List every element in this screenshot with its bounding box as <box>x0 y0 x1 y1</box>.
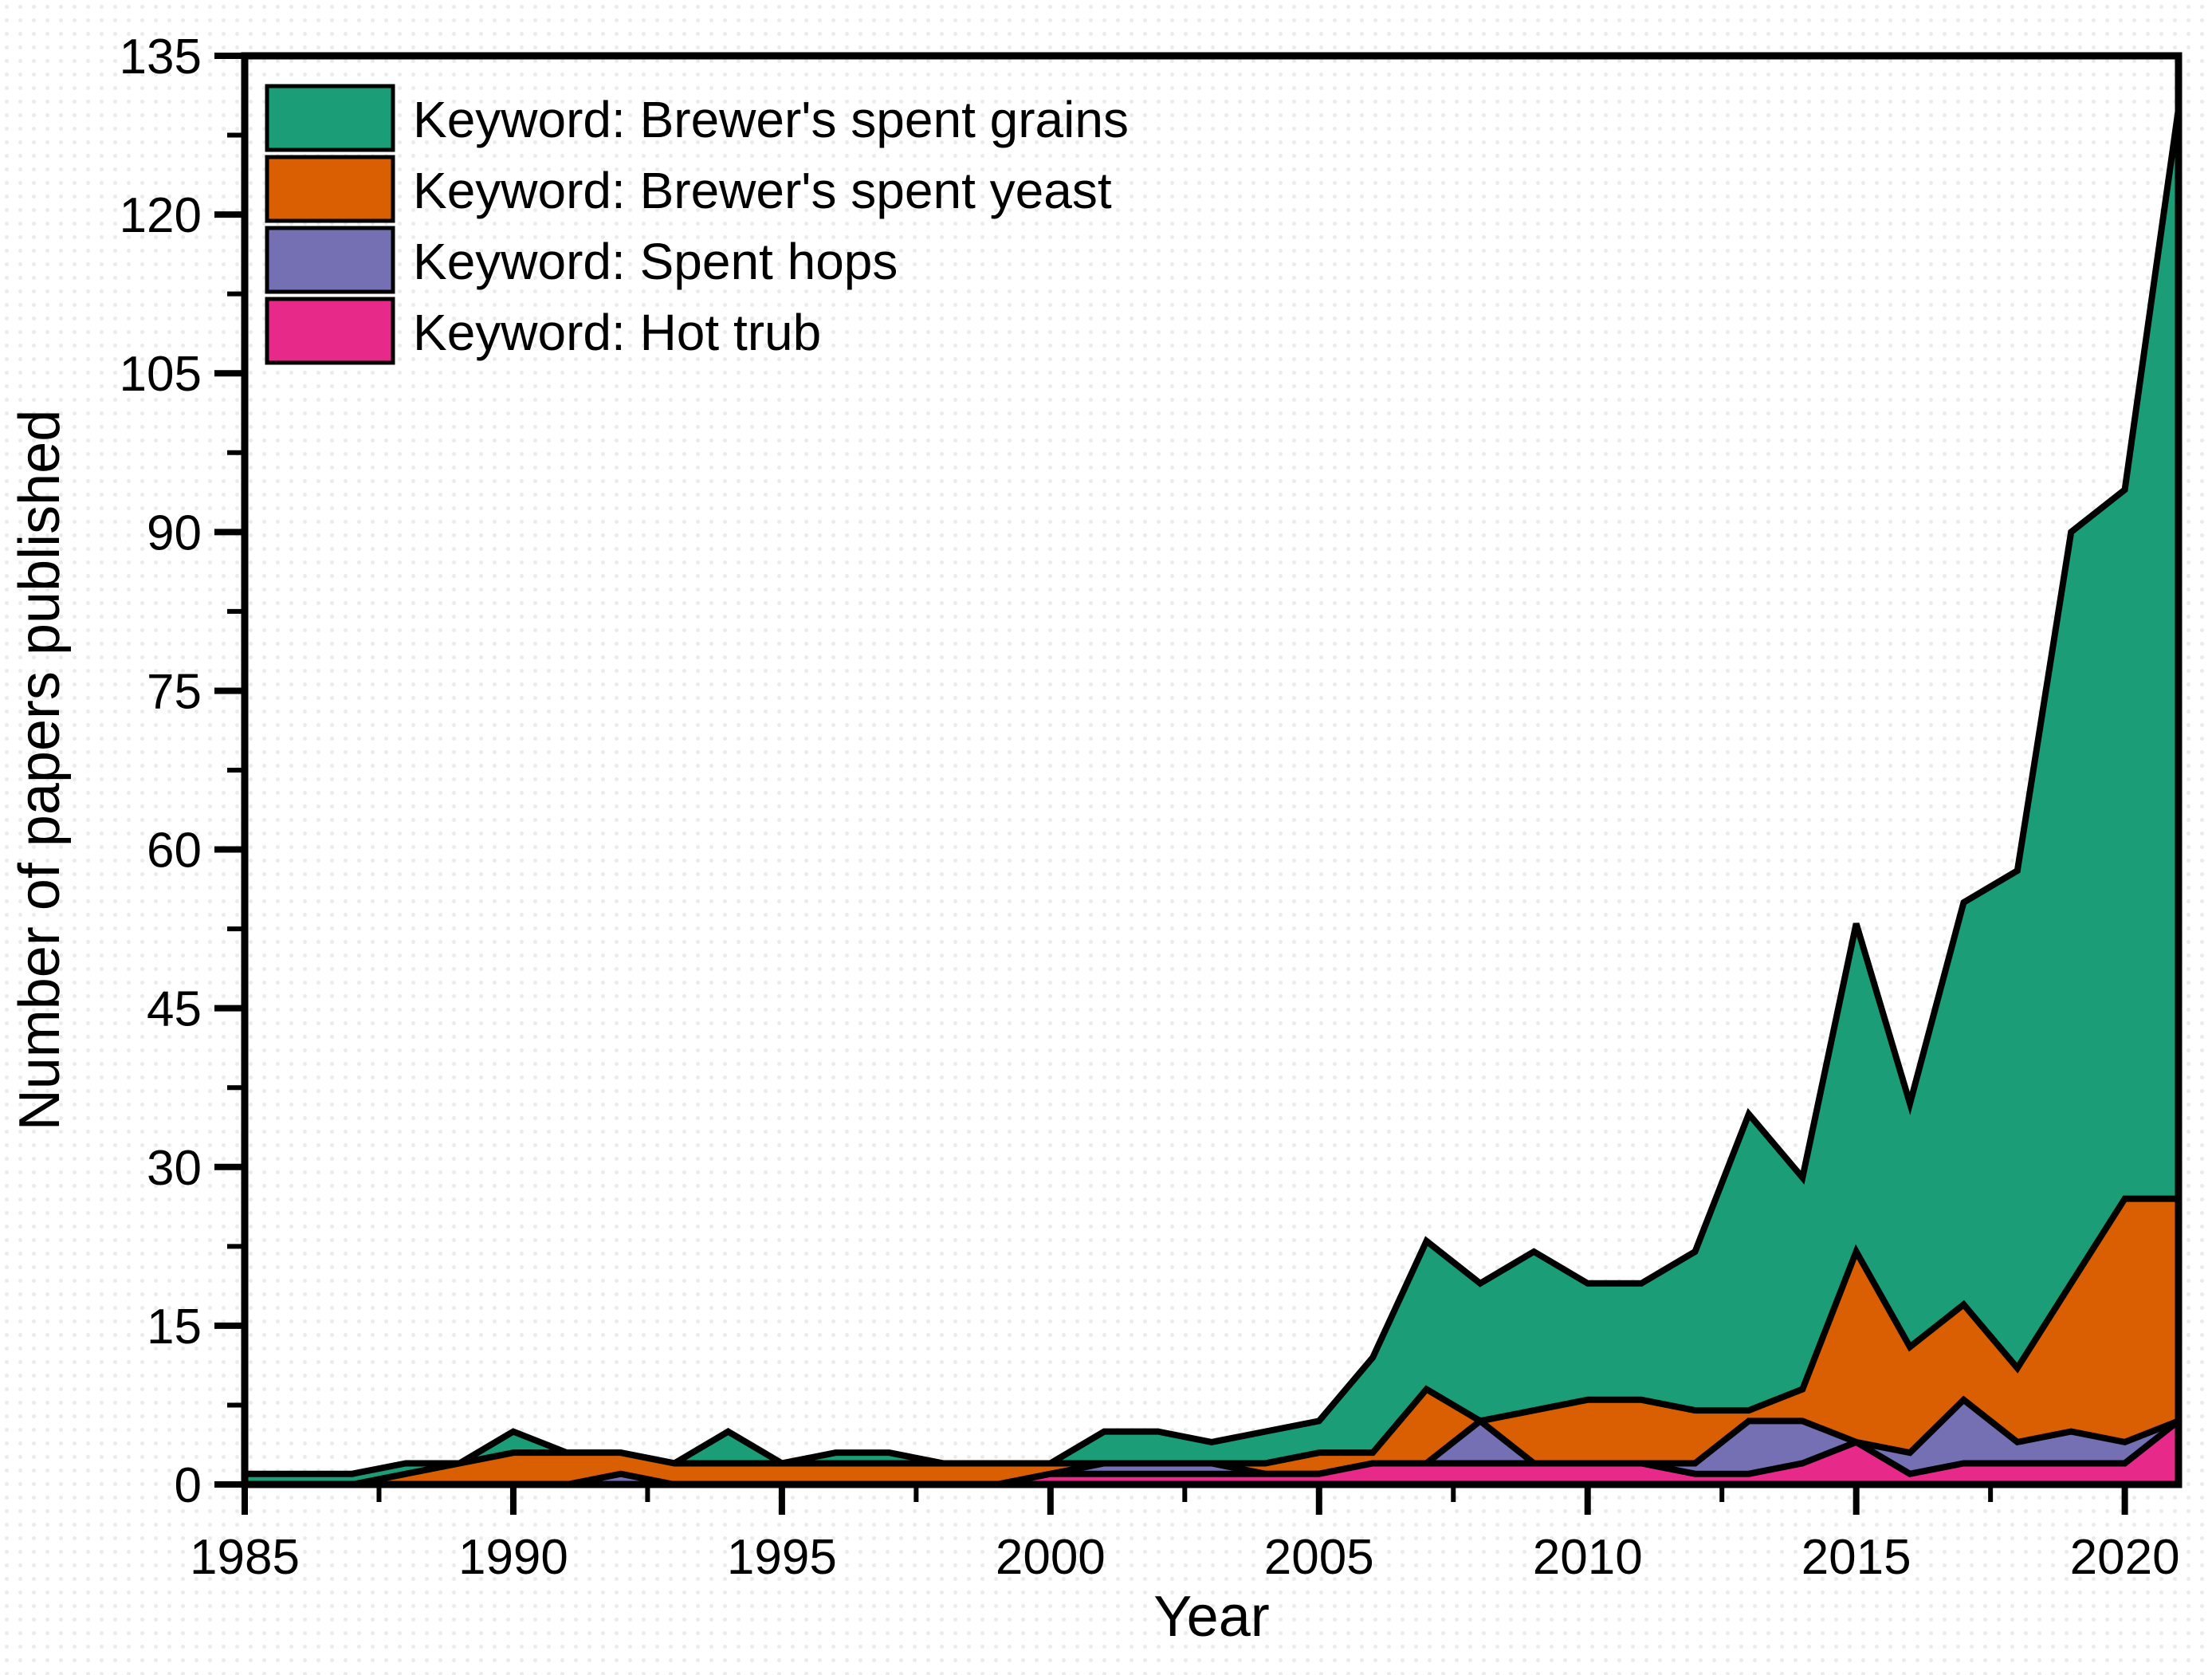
x-tick-label: 2015 <box>1801 1530 1911 1585</box>
y-tick-label: 60 <box>147 824 202 879</box>
legend-label-grains: Keyword: Brewer's spent grains <box>413 91 1129 148</box>
x-tick-label: 1985 <box>190 1530 300 1585</box>
area-yeast <box>245 1195 2182 1488</box>
plot-frame <box>241 52 2183 1488</box>
tick-labels-group: 0 15 30 45 60 75 90 105 120 135 1985 1990 1995 2000 20… <box>120 29 2180 1585</box>
legend: Keyword: Brewer's spent grains Keyword: B… <box>265 84 1129 365</box>
legend-swatch-yeast <box>265 155 395 223</box>
legend-swatch-grains <box>265 84 395 152</box>
legend-swatch-trub <box>265 297 395 365</box>
y-tick-label: 90 <box>147 505 202 560</box>
x-tick-label: 2000 <box>996 1530 1106 1585</box>
legend-label-yeast: Keyword: Brewer's spent yeast <box>413 162 1112 219</box>
x-tick-label: 2010 <box>1533 1530 1643 1585</box>
x-tick-label: 1995 <box>727 1530 837 1585</box>
y-tick-label: 135 <box>120 29 202 85</box>
y-tick-label: 75 <box>147 664 202 719</box>
x-axis-title: Year <box>1153 1585 1269 1649</box>
y-tick-label: 120 <box>120 188 202 243</box>
y-tick-label: 15 <box>147 1300 202 1355</box>
x-tick-label: 1990 <box>458 1530 568 1585</box>
x-tick-label: 2005 <box>1264 1530 1374 1585</box>
y-axis-title: Number of papers published <box>8 410 72 1131</box>
legend-swatch-hops <box>265 226 395 294</box>
x-tick-label: 2020 <box>2070 1530 2180 1585</box>
legend-label-trub: Keyword: Hot trub <box>413 304 821 361</box>
y-tick-label: 105 <box>120 347 202 402</box>
y-tick-label: 0 <box>175 1458 202 1513</box>
y-tick-label: 45 <box>147 982 202 1037</box>
legend-label-hops: Keyword: Spent hops <box>413 233 898 290</box>
axis-ticks-group <box>214 53 2128 1515</box>
y-tick-label: 30 <box>147 1141 202 1196</box>
